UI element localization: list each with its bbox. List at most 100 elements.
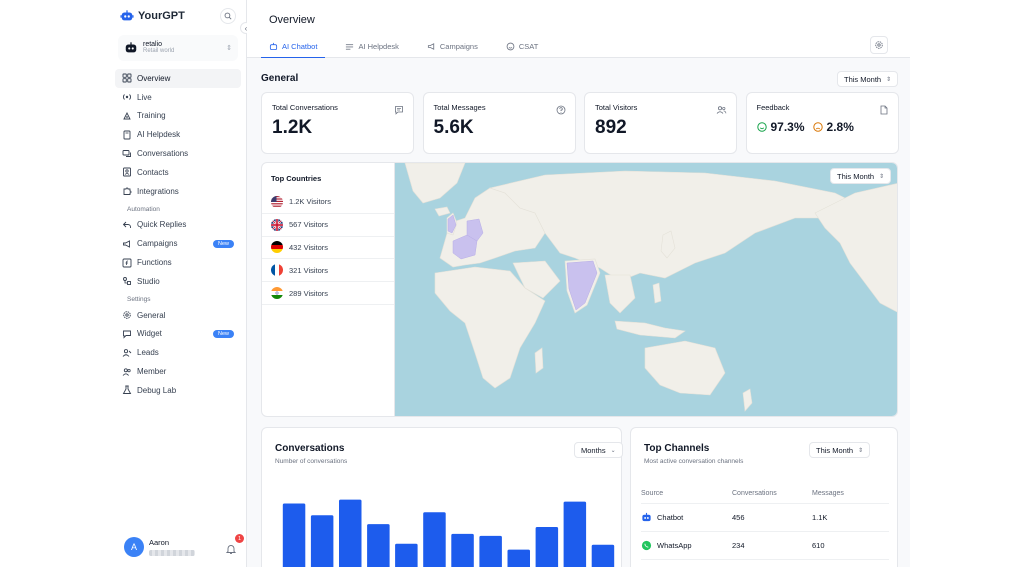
column-header-messages: Messages — [812, 490, 844, 497]
chevron-up-down-icon: ⇕ — [879, 173, 885, 180]
madagascar-shape — [534, 347, 544, 374]
puzzle-icon — [122, 186, 132, 196]
world-map[interactable] — [395, 163, 897, 416]
settings-section-label: Settings — [127, 295, 151, 303]
country-row-fr[interactable]: 321 Visitors — [262, 259, 394, 283]
sidebar-item-widget[interactable]: Widget New — [115, 325, 241, 344]
table-row[interactable]: WhatsApp 234 610 — [641, 532, 889, 560]
table-row[interactable]: Chatbot 456 1.1K — [641, 504, 889, 532]
sidebar-item-training[interactable]: Training — [115, 107, 241, 126]
period-select[interactable]: This Month ⇕ — [837, 71, 899, 87]
settings-button[interactable] — [870, 36, 888, 54]
tab-ai-chatbot[interactable]: AI Chatbot — [261, 35, 326, 58]
tab-ai-helpdesk[interactable]: AI Helpdesk — [337, 35, 406, 58]
workspace-switcher[interactable]: retalio Retail world ⇕ — [118, 35, 238, 61]
gb-flag-icon — [271, 218, 283, 231]
studio-icon — [122, 276, 132, 286]
top-countries-title: Top Countries — [271, 174, 322, 183]
sad-face-icon — [812, 122, 823, 132]
sidebar-item-label: Debug Lab — [137, 385, 177, 395]
chart-bar[interactable] — [395, 543, 418, 567]
member-icon — [122, 367, 132, 377]
country-row-us[interactable]: 1.2K Visitors — [262, 191, 394, 214]
conversations-bar-chart — [282, 499, 615, 567]
sidebar-item-label: Quick Replies — [137, 220, 187, 230]
fr-flag-icon — [271, 264, 283, 277]
brand: YourGPT — [110, 0, 246, 32]
sidebar-item-leads[interactable]: Leads — [115, 343, 241, 362]
user-profile[interactable]: A Aaron 1 — [124, 534, 244, 557]
conversations-period-select[interactable]: Months ⌄ — [574, 442, 623, 458]
map-period-select[interactable]: This Month ⇕ — [830, 168, 892, 184]
channel-name: Chatbot — [657, 513, 684, 522]
country-row-gb[interactable]: 567 Visitors — [262, 214, 394, 237]
sidebar-item-general[interactable]: General — [115, 306, 241, 325]
tab-campaigns[interactable]: Campaigns — [419, 35, 486, 58]
top-countries-list: Top Countries 1.2K Visitors 567 Visitors… — [262, 163, 395, 416]
chart-bar[interactable] — [479, 535, 502, 567]
bot-icon — [642, 512, 651, 522]
search-icon — [224, 12, 232, 20]
training-icon — [122, 111, 132, 121]
sidebar-item-contacts[interactable]: Contacts — [115, 163, 241, 182]
chart-bar[interactable] — [591, 544, 615, 567]
whatsapp-icon — [641, 540, 652, 551]
channels-table: Source Conversations Messages Chatbot 45… — [641, 484, 889, 560]
chart-bar[interactable] — [507, 549, 531, 567]
chevron-left-icon: ‹ — [244, 23, 248, 33]
sidebar-item-live[interactable]: Live — [115, 88, 241, 107]
greenland-shape — [404, 163, 466, 204]
tab-csat[interactable]: CSAT — [498, 35, 546, 58]
top-channels-subtitle: Most active conversation channels — [644, 458, 744, 465]
app-window: YourGPT ‹ retalio Retail world ⇕ Overvie… — [110, 0, 910, 567]
channels-period-value: This Month — [816, 445, 854, 455]
sidebar-item-overview[interactable]: Overview — [115, 69, 241, 88]
chart-bar[interactable] — [451, 533, 474, 567]
sidebar-item-conversations[interactable]: Conversations — [115, 144, 241, 163]
sidebar-item-quick-replies[interactable]: Quick Replies — [115, 216, 241, 235]
user-info: Aaron — [149, 538, 195, 556]
sidebar-item-member[interactable]: Member — [115, 362, 241, 381]
column-header-source: Source — [641, 490, 664, 497]
search-button[interactable] — [220, 8, 236, 24]
workspace-name: retalio — [143, 41, 163, 48]
chart-bar[interactable] — [367, 524, 390, 567]
page-margin — [910, 0, 1024, 567]
chart-bar[interactable] — [339, 499, 362, 567]
sidebar-item-integrations[interactable]: Integrations — [115, 182, 241, 201]
sidebar-item-functions[interactable]: Functions — [115, 253, 241, 272]
sidebar-item-studio[interactable]: Studio — [115, 272, 241, 291]
yourgpt-logo-icon — [120, 10, 134, 21]
bell-icon — [225, 545, 237, 554]
channels-period-select[interactable]: This Month ⇕ — [809, 442, 871, 458]
chart-bar[interactable] — [535, 527, 559, 567]
user-name: Aaron — [149, 538, 170, 547]
channel-source: Chatbot — [641, 512, 732, 523]
chart-bar[interactable] — [310, 515, 334, 567]
users-icon — [716, 102, 727, 120]
total-messages-card: Total Messages 5.6K — [422, 92, 576, 154]
new-badge: New — [212, 329, 234, 338]
sidebar-item-label: Integrations — [137, 186, 179, 196]
sidebar-item-ai-helpdesk[interactable]: AI Helpdesk — [115, 125, 241, 144]
conversations-subtitle: Number of conversations — [275, 458, 348, 465]
philippines-shape — [652, 282, 662, 304]
main-content: Overview AI Chatbot AI Helpdesk Campaign… — [247, 0, 910, 567]
country-row-de[interactable]: 432 Visitors — [262, 237, 394, 260]
helpdesk-icon — [345, 42, 354, 51]
australia-shape — [644, 340, 726, 396]
arabia-shape — [512, 260, 561, 299]
page-title: Overview — [269, 14, 315, 26]
brand-name: YourGPT — [138, 10, 185, 22]
chevron-up-down-icon: ⇕ — [886, 76, 892, 83]
chart-bar[interactable] — [423, 512, 446, 567]
chart-bar[interactable] — [563, 501, 587, 567]
country-row-in[interactable]: 289 Visitors — [262, 282, 394, 305]
sidebar-item-debug-lab[interactable]: Debug Lab — [115, 381, 241, 400]
country-visitors: 432 Visitors — [289, 242, 329, 252]
notifications-button[interactable]: 1 — [225, 534, 244, 554]
feedback-values: 97.3% 2.8% — [756, 120, 888, 134]
chart-bar[interactable] — [282, 503, 306, 567]
us-flag-icon — [271, 195, 283, 208]
sidebar-item-campaigns[interactable]: Campaigns New — [115, 234, 241, 253]
